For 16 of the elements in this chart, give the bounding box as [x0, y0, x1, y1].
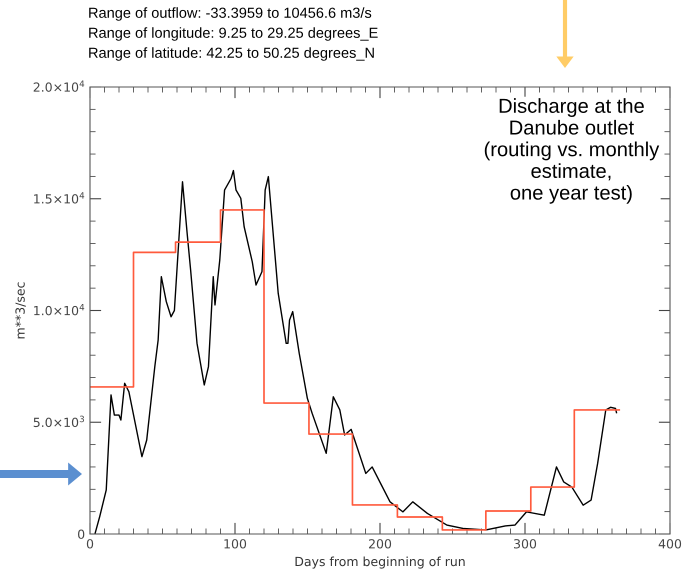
x-tick-label: 100: [224, 539, 246, 549]
x-tick-label: 400: [658, 539, 682, 549]
y-tick-label: 0: [78, 529, 84, 539]
text: Range of longitude: 9.25 to 29.25 degrees_E: [89, 27, 378, 41]
x-tick-label: 300: [514, 539, 536, 549]
y-axis-title: m**3/sec: [15, 282, 26, 338]
y-tick-label: 5.0×10$^{3}$: [34, 416, 84, 428]
text: Range of outflow: -33.3959 to 10456.6 m3/s: [89, 7, 372, 21]
text: Range of latitude: 42.25 to 50.25 degrees_N: [89, 47, 374, 61]
x-tick-label: 0: [86, 539, 94, 549]
y-tick-label: 2.0×10$^{4}$: [34, 80, 84, 92]
text: Discharge at the Danube outlet (routing vs. monthly estimate, one year test): [484, 98, 660, 204]
y-tick-label: 1.5×10$^{4}$: [34, 192, 84, 204]
x-axis-title: Days from beginning of run: [296, 556, 465, 569]
y-tick-label: 1.0×10$^{4}$: [34, 304, 84, 316]
x-tick-label: 200: [368, 539, 392, 549]
